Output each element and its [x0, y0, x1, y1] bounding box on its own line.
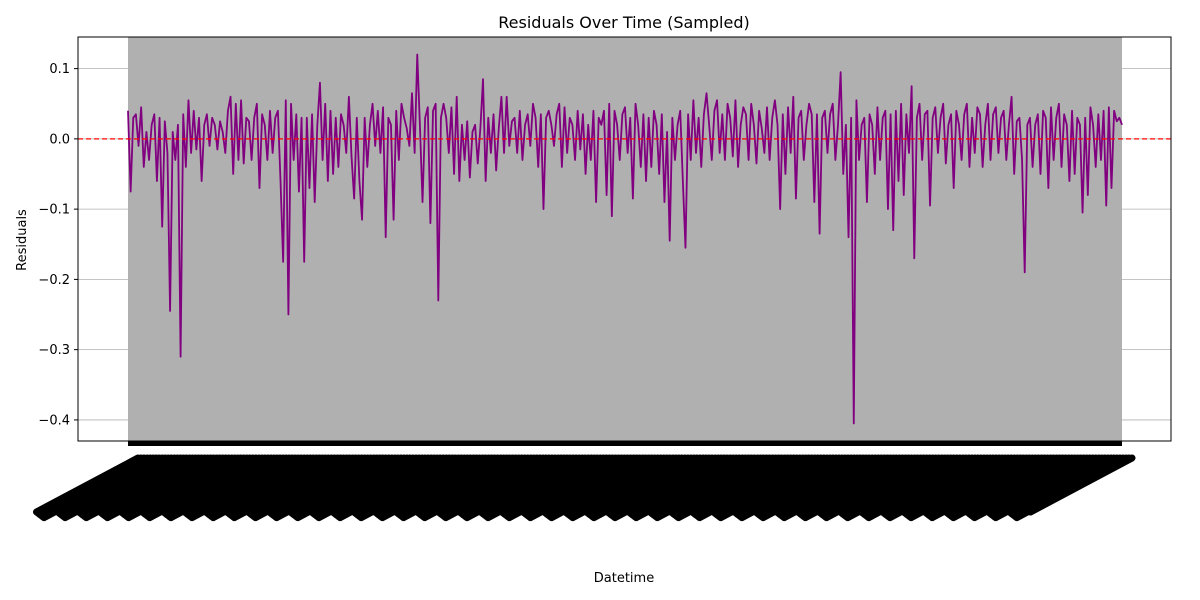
x-axis-label: Datetime — [594, 571, 654, 586]
y-tick-label: −0.4 — [38, 413, 70, 428]
y-tick-label: 0.0 — [49, 132, 70, 147]
y-tick-label: −0.3 — [38, 343, 70, 358]
x-tick-label — [1027, 454, 1136, 516]
x-ticks — [33, 441, 1136, 522]
y-tick-label: −0.1 — [38, 203, 70, 218]
chart-title: Residuals Over Time (Sampled) — [498, 13, 749, 32]
series-layer — [127, 53, 1123, 425]
y-ticks: 0.1 0.0 −0.1 −0.2 −0.3 −0.4 — [38, 62, 78, 428]
y-tick-label: 0.1 — [49, 62, 70, 77]
y-tick-label: −0.2 — [38, 273, 70, 288]
y-axis-label: Residuals — [15, 209, 30, 271]
dense-x-grid-band — [128, 37, 1122, 441]
x-tick-marks — [128, 441, 1122, 446]
data-band — [128, 37, 1122, 441]
residuals-series-line — [127, 53, 1123, 425]
